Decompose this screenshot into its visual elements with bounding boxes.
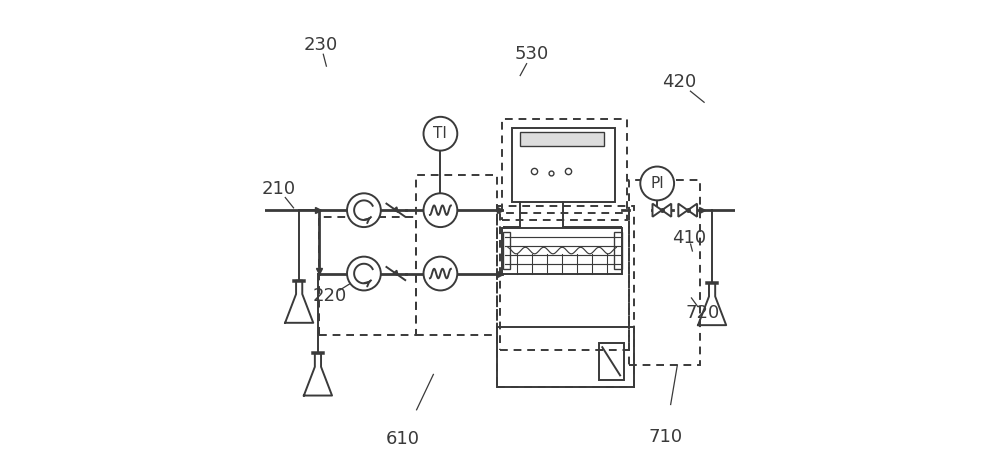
Text: 720: 720 bbox=[686, 304, 720, 322]
Polygon shape bbox=[688, 203, 697, 217]
Text: TI: TI bbox=[433, 126, 447, 141]
Circle shape bbox=[640, 167, 674, 200]
Circle shape bbox=[424, 257, 457, 290]
Bar bbox=[503, 232, 510, 269]
Circle shape bbox=[424, 117, 457, 151]
Text: 610: 610 bbox=[386, 430, 420, 448]
Text: 530: 530 bbox=[515, 45, 549, 63]
Circle shape bbox=[347, 257, 381, 290]
Text: PI: PI bbox=[650, 176, 664, 191]
Bar bbox=[416, 175, 497, 335]
Circle shape bbox=[347, 194, 381, 227]
Text: 410: 410 bbox=[672, 229, 706, 247]
Text: 210: 210 bbox=[261, 180, 296, 198]
Polygon shape bbox=[652, 203, 662, 217]
Bar bbox=[629, 180, 700, 365]
Polygon shape bbox=[678, 203, 688, 217]
Text: 220: 220 bbox=[313, 287, 347, 305]
Polygon shape bbox=[662, 203, 671, 217]
Bar bbox=[500, 212, 629, 350]
Text: 710: 710 bbox=[648, 428, 682, 446]
Bar bbox=[520, 132, 604, 146]
Bar bbox=[502, 228, 622, 274]
Text: 230: 230 bbox=[304, 35, 338, 53]
Bar bbox=[614, 232, 622, 269]
Bar bbox=[497, 327, 634, 387]
Bar bbox=[497, 206, 634, 387]
Text: 420: 420 bbox=[662, 73, 696, 91]
Circle shape bbox=[424, 194, 457, 227]
Bar bbox=[319, 217, 416, 335]
Bar bbox=[512, 128, 615, 202]
Bar bbox=[599, 344, 624, 380]
Bar bbox=[502, 118, 627, 219]
